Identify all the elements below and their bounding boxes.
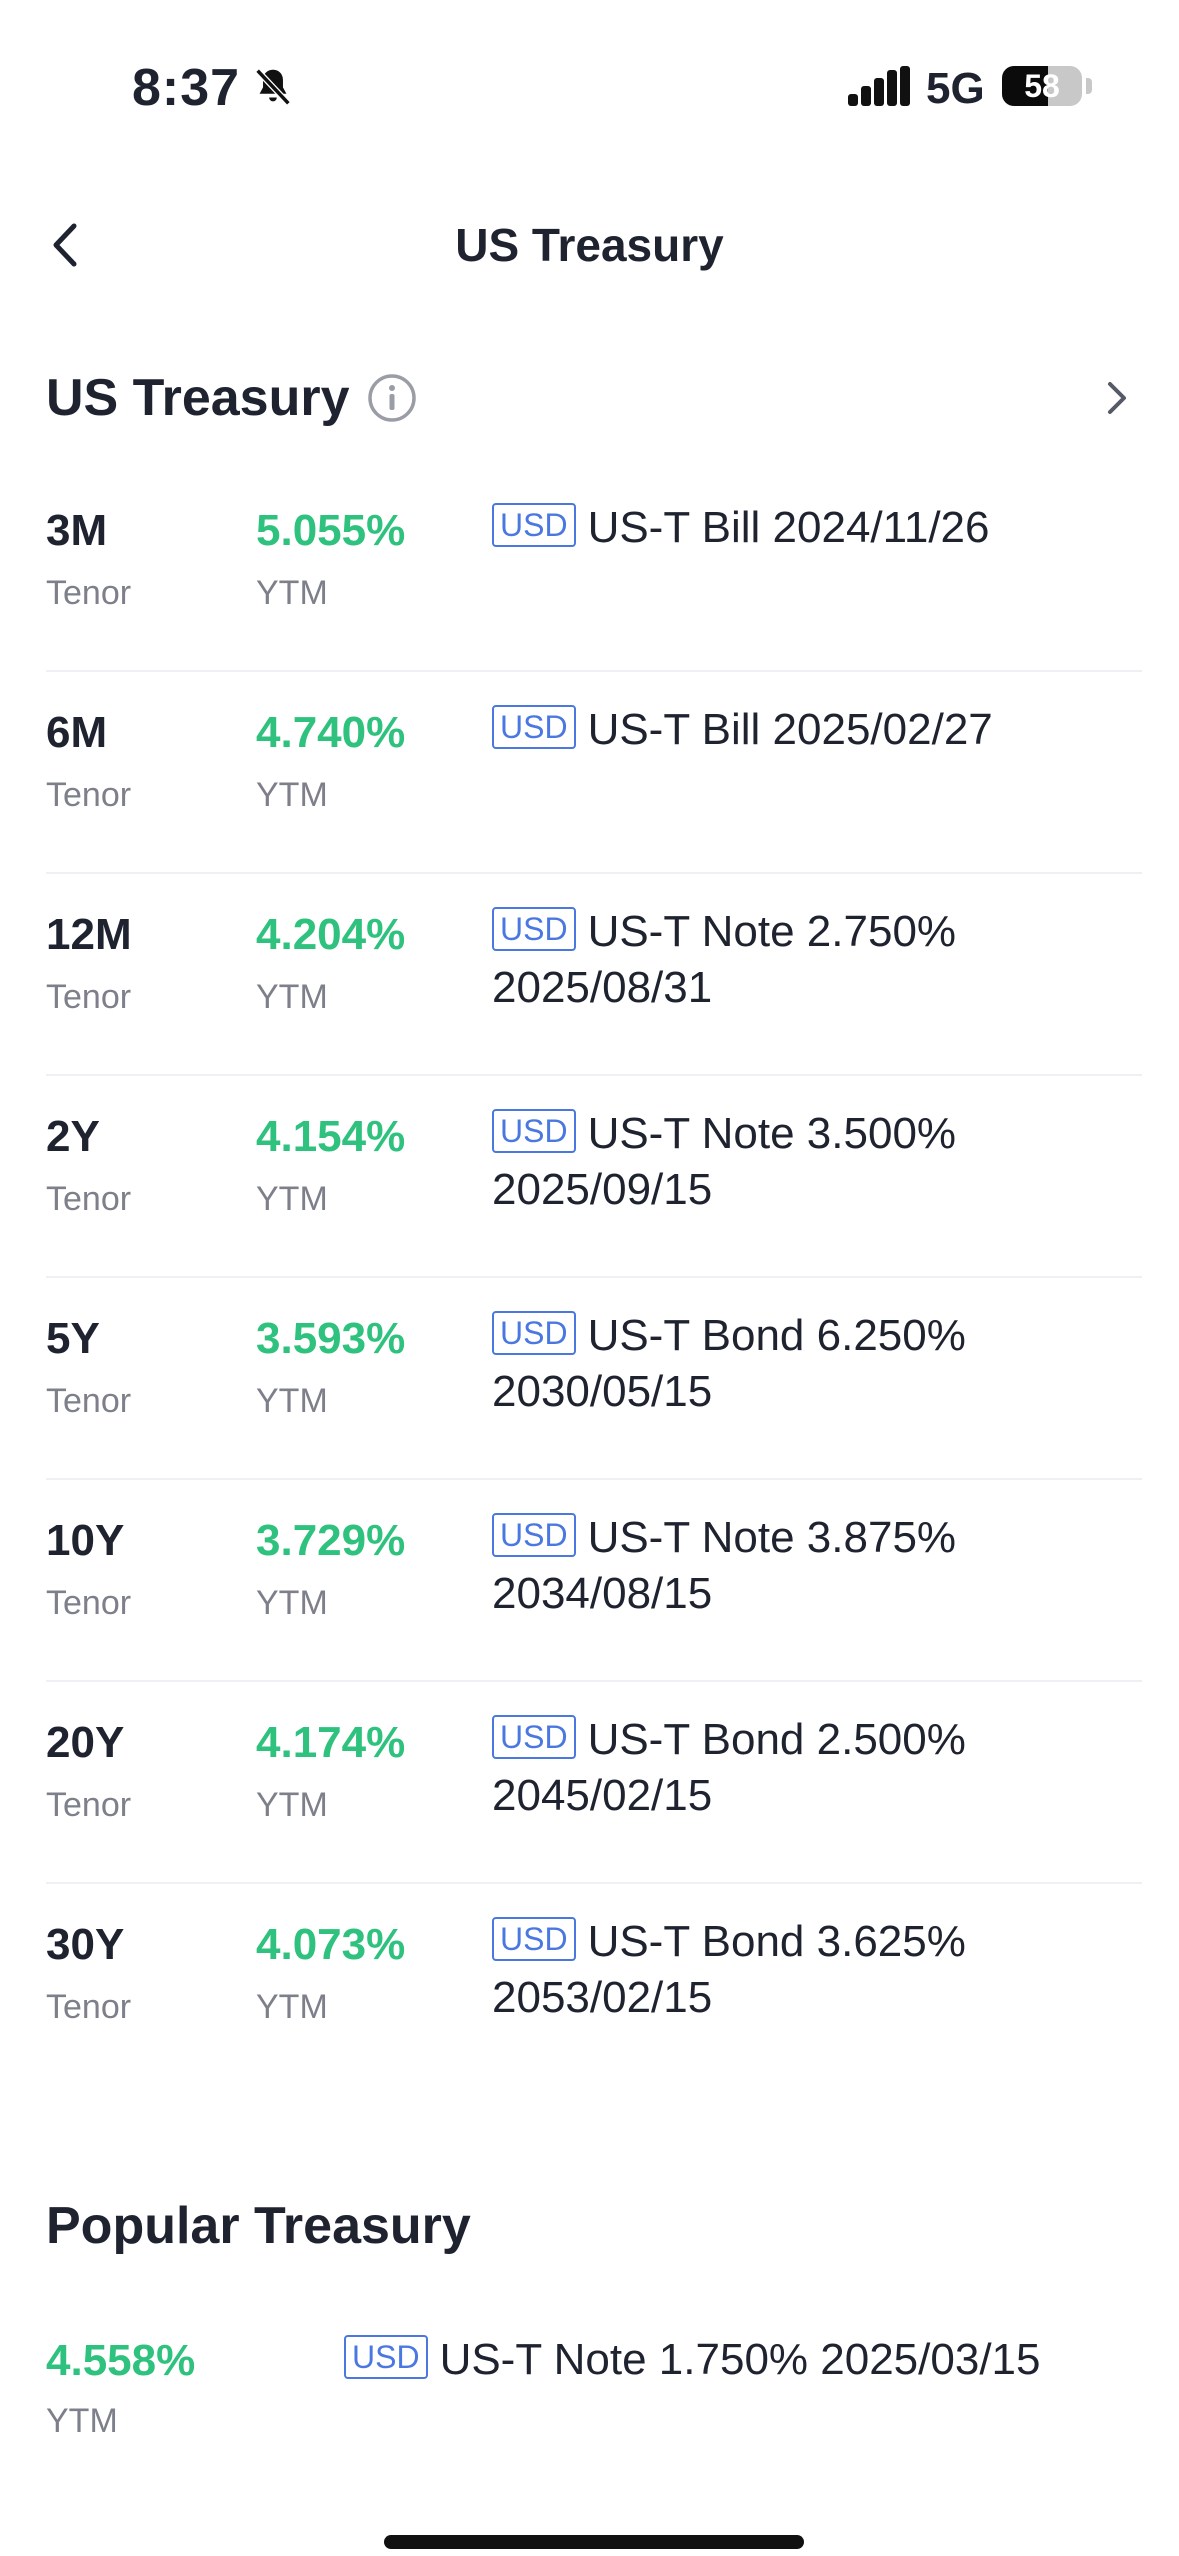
- info-icon[interactable]: [366, 372, 418, 424]
- home-indicator[interactable]: [384, 2535, 804, 2549]
- bell-muted-icon: [255, 68, 291, 106]
- bond-name: USD US-T Bond 3.625% 2053/02/15: [492, 1914, 1132, 2026]
- bond-name: USD US-T Bill 2025/02/27: [492, 702, 1132, 758]
- bond-title: US-T Bond 2.500% 2045/02/15: [492, 1715, 966, 1820]
- bond-title: US-T Note 3.500% 2025/09/15: [492, 1109, 957, 1214]
- chevron-left-icon: [53, 223, 77, 267]
- bond-title: US-T Note 3.875% 2034/08/15: [492, 1513, 957, 1618]
- network-type: 5G: [926, 64, 985, 113]
- battery-tip: [1086, 78, 1092, 94]
- bond-title: US-T Bill 2024/11/26: [587, 503, 990, 552]
- tenor-value: 2Y: [46, 1112, 100, 1161]
- ytm-label: YTM: [46, 2402, 118, 2440]
- currency-badge: USD: [492, 705, 576, 749]
- battery-percent: 58: [1024, 68, 1060, 104]
- ytm-value: 3.729%: [256, 1516, 406, 1565]
- tenor-value: 12M: [46, 910, 132, 959]
- table-row[interactable]: 2Y Tenor 4.154% YTM USD US-T Note 3.500% …: [46, 1076, 1142, 1278]
- ytm-label: YTM: [256, 1180, 328, 1218]
- ytm-value: 4.558%: [46, 2336, 196, 2385]
- tenor-value: 30Y: [46, 1920, 125, 1969]
- back-button[interactable]: [30, 210, 100, 280]
- bond-name: USD US-T Bill 2024/11/26: [492, 500, 1132, 556]
- ytm-label: YTM: [256, 1584, 328, 1622]
- battery-level: [1002, 66, 1049, 106]
- battery-icon: 58: [1002, 66, 1082, 106]
- bond-name: USD US-T Bond 6.250% 2030/05/15: [492, 1308, 1132, 1420]
- ytm-label: YTM: [256, 1786, 328, 1824]
- currency-badge: USD: [492, 1311, 576, 1355]
- treasury-list: 3M Tenor 5.055% YTM USD US-T Bill 2024/11…: [46, 470, 1142, 2084]
- page-title: US Treasury: [455, 219, 724, 271]
- table-row[interactable]: 30Y Tenor 4.073% YTM USD US-T Bond 3.625%…: [46, 1884, 1142, 2084]
- table-row[interactable]: 5Y Tenor 3.593% YTM USD US-T Bond 6.250% …: [46, 1278, 1142, 1480]
- ytm-value: 5.055%: [256, 506, 406, 555]
- ytm-label: YTM: [256, 574, 328, 612]
- bond-name: USD US-T Note 3.875% 2034/08/15: [492, 1510, 1132, 1622]
- bond-name: USD US-T Note 1.750% 2025/03/15: [344, 2332, 1144, 2388]
- tenor-label: Tenor: [46, 1382, 132, 1420]
- tenor-label: Tenor: [46, 574, 132, 612]
- bond-name: USD US-T Note 3.500% 2025/09/15: [492, 1106, 1132, 1218]
- tenor-label: Tenor: [46, 776, 132, 814]
- currency-badge: USD: [492, 1715, 576, 1759]
- ytm-label: YTM: [256, 1382, 328, 1420]
- tenor-label: Tenor: [46, 1786, 132, 1824]
- ytm-label: YTM: [256, 776, 328, 814]
- table-row[interactable]: 3M Tenor 5.055% YTM USD US-T Bill 2024/11…: [46, 470, 1142, 672]
- currency-badge: USD: [492, 907, 576, 951]
- bond-name: USD US-T Bond 2.500% 2045/02/15: [492, 1712, 1132, 1824]
- tenor-label: Tenor: [46, 1988, 132, 2026]
- bond-name: USD US-T Note 2.750% 2025/08/31: [492, 904, 1132, 1016]
- tenor-value: 20Y: [46, 1718, 125, 1767]
- popular-section-title: Popular Treasury: [46, 2197, 471, 2255]
- bond-title: US-T Bond 6.250% 2030/05/15: [492, 1311, 966, 1416]
- table-row[interactable]: 6M Tenor 4.740% YTM USD US-T Bill 2025/02…: [46, 672, 1142, 874]
- ytm-value: 4.204%: [256, 910, 406, 959]
- ytm-label: YTM: [256, 978, 328, 1016]
- tenor-value: 10Y: [46, 1516, 125, 1565]
- table-row[interactable]: 10Y Tenor 3.729% YTM USD US-T Note 3.875%…: [46, 1480, 1142, 1682]
- bond-title: US-T Note 2.750% 2025/08/31: [492, 907, 957, 1012]
- list-item[interactable]: 4.558% YTM USD US-T Note 1.750% 2025/03/1…: [46, 2320, 1142, 2470]
- ytm-value: 4.154%: [256, 1112, 406, 1161]
- ytm-value: 4.073%: [256, 1920, 406, 1969]
- currency-badge: USD: [492, 503, 576, 547]
- table-row[interactable]: 12M Tenor 4.204% YTM USD US-T Note 2.750%…: [46, 874, 1142, 1076]
- ytm-value: 3.593%: [256, 1314, 406, 1363]
- currency-badge: USD: [492, 1513, 576, 1557]
- ytm-value: 4.740%: [256, 708, 406, 757]
- section-title: US Treasury: [46, 369, 350, 427]
- bond-title: US-T Note 1.750% 2025/03/15: [439, 2335, 1041, 2384]
- bond-title: US-T Bond 3.625% 2053/02/15: [492, 1917, 966, 2022]
- tenor-label: Tenor: [46, 978, 132, 1016]
- tenor-value: 5Y: [46, 1314, 100, 1363]
- ytm-value: 4.174%: [256, 1718, 406, 1767]
- bond-title: US-T Bill 2025/02/27: [587, 705, 993, 754]
- tenor-value: 3M: [46, 506, 108, 555]
- tenor-label: Tenor: [46, 1584, 132, 1622]
- currency-badge: USD: [344, 2335, 428, 2379]
- status-time: 8:37: [132, 59, 241, 117]
- section-header-us-treasury: US Treasury: [46, 358, 1146, 438]
- chevron-right-icon[interactable]: [1098, 378, 1138, 418]
- currency-badge: USD: [492, 1917, 576, 1961]
- table-row[interactable]: 20Y Tenor 4.174% YTM USD US-T Bond 2.500%…: [46, 1682, 1142, 1884]
- cellular-signal-icon: [848, 66, 910, 106]
- nav-bar: US Treasury: [0, 180, 1179, 310]
- tenor-value: 6M: [46, 708, 108, 757]
- status-bar: 8:37 5G 58: [0, 0, 1179, 170]
- currency-badge: USD: [492, 1109, 576, 1153]
- ytm-label: YTM: [256, 1988, 328, 2026]
- tenor-label: Tenor: [46, 1180, 132, 1218]
